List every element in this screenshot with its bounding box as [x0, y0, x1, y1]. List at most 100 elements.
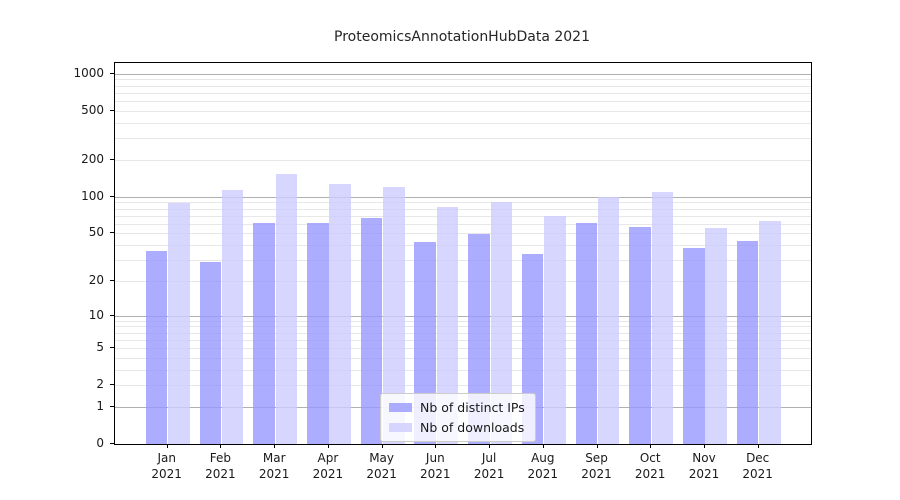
x-tick	[489, 444, 491, 448]
y-tick	[110, 347, 114, 348]
y-tick	[110, 195, 114, 197]
bar-distinct-ips-dec	[736, 241, 759, 444]
gridline-minor	[115, 138, 811, 140]
bar-downloads-mar	[275, 174, 298, 444]
x-tick-label: Oct 2021	[634, 451, 666, 481]
x-tick-label: Mar 2021	[258, 451, 290, 481]
y-tick	[110, 314, 114, 316]
x-tick	[596, 444, 598, 448]
y-tick	[110, 405, 114, 407]
chart-title: ProteomicsAnnotationHubData 2021	[334, 29, 590, 45]
y-tick-label: 5	[96, 340, 104, 354]
gridline-minor	[115, 223, 811, 225]
gridline-minor	[115, 92, 811, 94]
x-tick-label: Aug 2021	[527, 451, 559, 481]
gridline-minor	[115, 280, 811, 282]
gridline-minor	[115, 369, 811, 371]
gridline-minor	[115, 233, 811, 235]
plot-area: Nb of distinct IPs Nb of downloads	[114, 62, 812, 445]
gridline-minor	[115, 110, 811, 112]
x-tick	[542, 444, 544, 448]
bar-distinct-ips-oct	[629, 227, 651, 444]
bar-distinct-ips-jul	[468, 234, 490, 444]
y-tick-label: 0	[96, 436, 104, 450]
legend-label-downloads: Nb of downloads	[420, 420, 525, 435]
legend-swatch-downloads	[389, 423, 412, 432]
gridline-minor	[115, 260, 811, 261]
bar-distinct-ips-apr	[307, 222, 329, 444]
x-tick-label: Sep 2021	[581, 451, 612, 481]
y-tick	[110, 279, 114, 281]
gridline-minor	[115, 85, 811, 87]
bar-downloads-jun	[436, 207, 459, 444]
y-tick-label: 50	[88, 225, 104, 240]
y-tick-label: 100	[81, 188, 104, 203]
bar-distinct-ips-jan	[145, 250, 168, 444]
x-tick-label: Dec 2021	[742, 451, 773, 481]
bar-distinct-ips-nov	[683, 247, 705, 444]
gridline-minor	[115, 326, 811, 328]
bar-downloads-aug	[544, 216, 566, 444]
x-tick-label: Jan 2021	[151, 451, 182, 481]
gridline-minor	[115, 208, 811, 210]
y-tick-label: 1000	[73, 65, 104, 80]
y-tick	[110, 384, 114, 386]
y-tick-label: 20	[88, 272, 104, 287]
bar-distinct-ips-mar	[253, 222, 275, 444]
legend: Nb of distinct IPs Nb of downloads	[380, 393, 536, 442]
y-tick-label: 2	[96, 377, 104, 392]
y-tick-label: 200	[81, 151, 104, 166]
gridline-minor	[115, 348, 811, 349]
legend-item-distinct-ips: Nb of distinct IPs	[389, 400, 525, 415]
bar-downloads-may	[383, 187, 405, 444]
gridline-minor	[115, 339, 811, 341]
x-tick	[435, 444, 437, 448]
gridline-major	[115, 73, 811, 75]
bar-distinct-ips-sep	[575, 222, 598, 444]
gridline-minor	[115, 122, 811, 124]
x-tick-label: Jul 2021	[473, 451, 505, 481]
y-tick	[110, 109, 114, 111]
bar-downloads-sep	[597, 197, 620, 444]
gridline-minor	[115, 385, 811, 387]
y-tick-label: 10	[88, 307, 104, 322]
x-tick	[704, 444, 705, 448]
bar-downloads-jul	[490, 202, 512, 444]
x-tick-label: Nov 2021	[688, 451, 720, 481]
legend-swatch-distinct-ips	[389, 403, 412, 412]
gridline-minor	[115, 101, 811, 103]
legend-label-distinct-ips: Nb of distinct IPs	[420, 400, 525, 415]
gridline-minor	[115, 215, 811, 217]
x-tick-label: May 2021	[366, 451, 397, 481]
x-tick	[650, 444, 652, 448]
gridline-minor	[115, 245, 811, 246]
gridline-major	[115, 315, 811, 317]
bar-downloads-oct	[651, 191, 674, 444]
bar-downloads-nov	[705, 228, 727, 444]
gridline-minor	[115, 357, 811, 359]
y-tick	[110, 232, 114, 234]
x-tick	[220, 444, 222, 448]
x-tick-label: Jun 2021	[420, 451, 451, 481]
bar-downloads-dec	[759, 221, 781, 444]
y-tick-label: 500	[81, 102, 104, 117]
gridline-minor	[115, 202, 811, 204]
x-tick	[274, 444, 276, 448]
x-tick	[381, 444, 383, 448]
x-tick	[757, 444, 759, 448]
x-tick	[166, 444, 168, 448]
gridline-major	[115, 196, 811, 198]
x-tick	[327, 444, 329, 448]
y-tick	[110, 158, 114, 160]
bar-downloads-feb	[221, 189, 244, 444]
bar-distinct-ips-may	[360, 217, 383, 444]
x-tick-label: Feb 2021	[205, 451, 236, 481]
legend-item-downloads: Nb of downloads	[389, 420, 525, 435]
bar-downloads-apr	[329, 184, 351, 444]
x-tick-label: Apr 2021	[312, 451, 344, 481]
y-tick	[110, 72, 114, 74]
bar-downloads-jan	[168, 202, 190, 444]
gridline-minor	[115, 332, 811, 334]
bar-distinct-ips-feb	[199, 261, 221, 444]
